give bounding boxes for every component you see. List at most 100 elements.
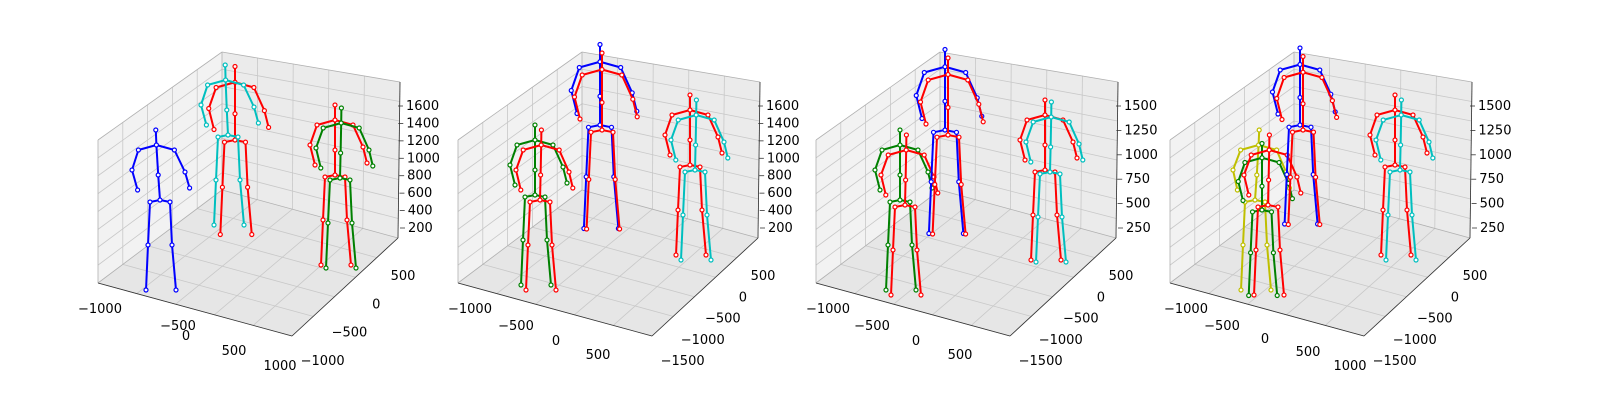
bone	[1032, 171, 1036, 216]
joint	[211, 126, 217, 133]
bone	[620, 74, 634, 100]
joint	[532, 192, 538, 198]
joint	[902, 177, 909, 183]
joint	[634, 114, 640, 120]
joint	[1037, 171, 1043, 177]
bone	[612, 176, 620, 229]
joint	[1241, 172, 1247, 178]
joint	[1409, 212, 1415, 218]
joint	[1398, 97, 1405, 103]
z-tick-label: 250	[1126, 221, 1151, 236]
bone	[675, 209, 679, 256]
y-tick-label: 0	[372, 297, 380, 312]
joint	[693, 112, 699, 118]
joint	[699, 207, 705, 213]
bone	[612, 132, 617, 180]
joint	[205, 82, 211, 88]
bone	[1237, 181, 1244, 201]
y-tick-label: 500	[751, 269, 776, 284]
joint	[327, 177, 333, 183]
bone	[509, 144, 518, 166]
joint	[522, 194, 528, 200]
z-tick-label: 1000	[767, 151, 800, 166]
bone	[1062, 119, 1074, 143]
joint	[1397, 142, 1404, 148]
bone	[1302, 71, 1323, 79]
bone	[539, 174, 542, 201]
joint	[1407, 169, 1413, 175]
joint	[560, 164, 566, 170]
joint	[1410, 112, 1416, 118]
joint	[1286, 124, 1292, 130]
bone	[958, 137, 963, 185]
bone	[147, 201, 151, 246]
joint	[347, 177, 353, 183]
joint	[1268, 209, 1275, 215]
joint	[1319, 74, 1325, 81]
bone	[322, 176, 326, 221]
joint	[1235, 178, 1241, 185]
joint	[915, 147, 921, 153]
bone	[664, 114, 673, 136]
joint	[1281, 292, 1287, 298]
joint	[1300, 101, 1306, 107]
joint	[318, 165, 324, 171]
joint	[1300, 127, 1306, 133]
joint	[711, 117, 717, 123]
joint	[675, 117, 681, 123]
bone	[570, 90, 578, 114]
z-tick-label: 1250	[1478, 123, 1511, 138]
joint	[675, 207, 681, 213]
bone	[671, 109, 691, 116]
bone	[540, 144, 560, 151]
joint	[879, 147, 885, 153]
bone	[1037, 173, 1041, 218]
bone	[1376, 109, 1396, 116]
joint	[1367, 132, 1373, 138]
skeleton-1	[129, 127, 193, 293]
bone	[701, 209, 707, 256]
bone	[239, 179, 245, 226]
joint	[550, 142, 556, 148]
joint	[935, 190, 941, 196]
z-tick-label: 500	[1126, 197, 1151, 212]
joint	[219, 184, 225, 190]
bone	[156, 144, 175, 151]
joint	[206, 105, 212, 112]
bone	[1243, 154, 1253, 176]
bone	[546, 239, 552, 286]
joint	[1297, 45, 1303, 51]
bone	[1255, 206, 1259, 251]
joint	[913, 92, 919, 99]
bone	[1428, 141, 1434, 159]
bone	[880, 154, 890, 176]
bone	[551, 244, 557, 291]
joint	[1392, 92, 1398, 98]
joint	[599, 127, 605, 133]
z-tick-label: 1400	[406, 116, 439, 131]
bone	[924, 65, 946, 74]
joint	[945, 132, 951, 138]
joint	[1058, 257, 1064, 263]
joint	[1234, 187, 1241, 193]
skeleton-4	[917, 55, 986, 237]
joint	[958, 181, 964, 188]
bone	[525, 244, 529, 291]
bone	[670, 119, 680, 141]
bone	[237, 136, 241, 181]
joint	[1380, 207, 1386, 213]
joint	[320, 217, 326, 223]
joint	[662, 132, 668, 138]
joint	[923, 121, 929, 127]
joint	[1269, 89, 1276, 95]
bone	[874, 149, 883, 171]
joint	[507, 162, 513, 168]
skeleton-5	[662, 92, 725, 258]
bone	[915, 72, 926, 96]
joint	[962, 231, 969, 237]
bone	[570, 67, 581, 91]
joint	[945, 71, 951, 78]
joint	[325, 220, 331, 226]
joint	[1333, 114, 1340, 121]
z-tick-label: 750	[1125, 172, 1150, 187]
